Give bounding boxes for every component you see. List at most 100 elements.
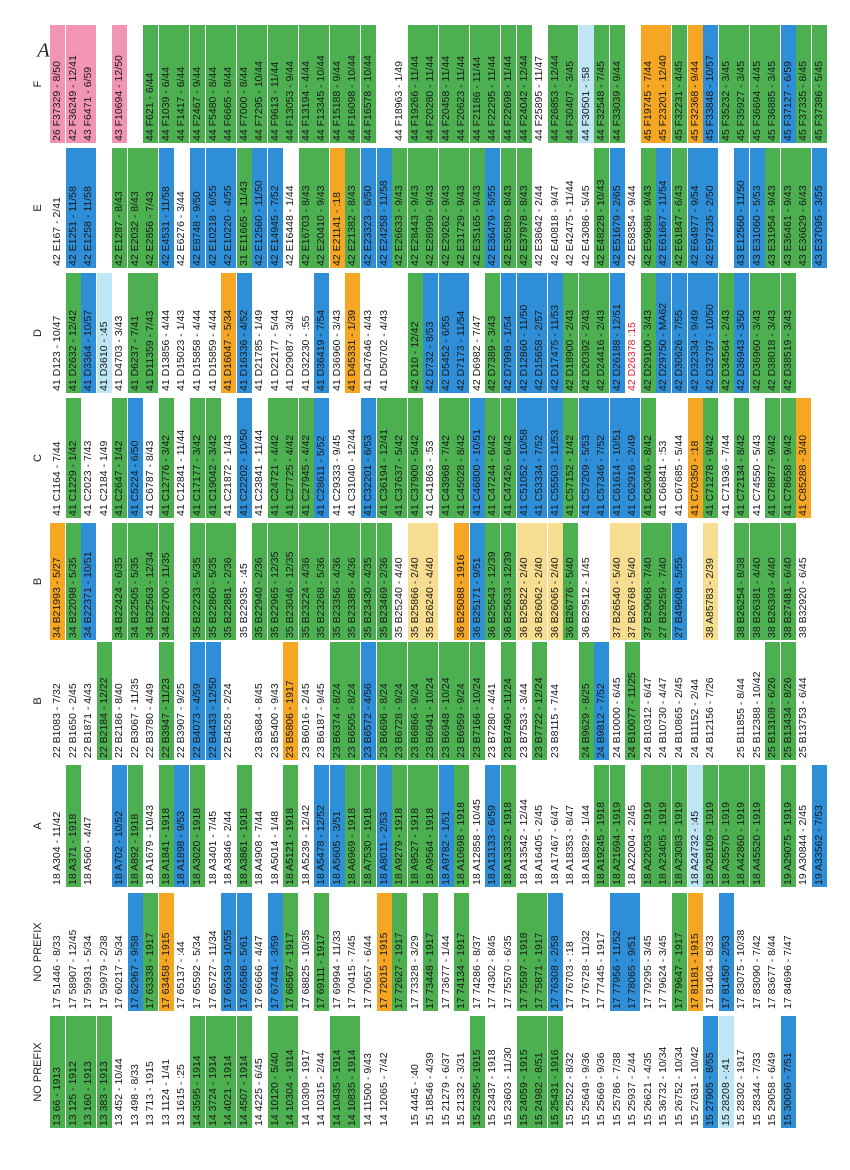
table-cell	[594, 523, 609, 640]
table-cell: 35 B22935 - :45	[237, 563, 250, 638]
table-cell: 41 D123 - 10/47	[51, 315, 63, 391]
table-cell: 42 D5452 - 6/55	[438, 273, 454, 393]
table-cell: 15 24059 - 1915	[516, 1016, 532, 1128]
table-cell: 18 A702 - 10/52	[112, 765, 128, 887]
table-cell: 42 D34564 - 2/43	[718, 273, 734, 393]
table-cell: 17 78065 - 9/51	[625, 893, 641, 1011]
table-column: NO PREFIX 17 51446 - 8/33 17 58907 - 12/45…	[0, 893, 850, 1011]
table-cell: 15 21279 - 6/37	[439, 1052, 452, 1126]
table-cell: 24 B10000 - 6/45	[610, 677, 623, 758]
table-cell: 44 F1039 - 6/44	[158, 25, 174, 143]
table-cell: 18 A45520 - 1919	[749, 765, 765, 887]
table-cell: 42 E36479 - 5/55	[485, 148, 501, 268]
table-cell: 18 A23083 - 1919	[672, 765, 687, 887]
table-cell: 17 66586 - 5/61	[236, 893, 252, 1011]
table-cell: 18 A9564 - 1918	[423, 765, 439, 887]
table-cell: 41 C63046 - 8/42	[640, 398, 656, 518]
table-cell: 41 D3610 - :45	[96, 273, 112, 393]
table-cell: 34 B22505 - 5/35	[127, 523, 143, 640]
table-cell: 17 74134 - 1917	[454, 893, 470, 1011]
table-column: F 26 F37329 - 8/50 42 F36249 - 12/41 43 F64…	[0, 25, 850, 143]
table-cell: 23 B7280 - 4/41	[486, 683, 499, 758]
table-cell: 36 B25171 - 9/51	[469, 523, 485, 640]
table-cell: 41 C57209 - 5/53	[578, 398, 594, 518]
table-cell: 42 E51679 - 2/65	[609, 148, 625, 268]
table-cell: 22 B1650 - 2/45	[66, 683, 79, 758]
table-cell: 41 C46800 - 10/51	[469, 398, 485, 518]
table-cell: 18 A1841 - 1918	[158, 765, 174, 887]
table-cell: 41 C5224 - 6/50	[127, 398, 143, 518]
table-cell: 42 E37978 - 8/43	[516, 148, 532, 268]
table-cell: 41 C70350 - :18	[687, 398, 703, 518]
table-cell: 17 59979 - 2/38	[97, 935, 110, 1009]
table-cell: 41 D50702 - 4/43	[377, 309, 390, 391]
table-cell: 15 25786 - 7/38	[610, 1052, 623, 1126]
table-cell: 41 C57152 - 1/42	[563, 398, 579, 518]
table-cell	[174, 523, 189, 640]
table-cell: 25 B12388 - 10/42	[750, 671, 763, 758]
table-cell: 24 B9812 - 7/52	[594, 642, 610, 760]
table-cell: 22 B3067 - 11/35	[128, 678, 141, 758]
table-cell: 41 C45028 - 8/42	[454, 398, 470, 518]
table-cell	[765, 765, 780, 887]
table-cell: 44 F6665 - 8/44	[221, 25, 237, 143]
table-cell: 18 A5014 - 1/48	[268, 810, 281, 885]
table-cell: 44 F19266 - 11/44	[407, 25, 423, 143]
table-cell: 18 A18829 - 1/44	[579, 805, 592, 885]
table-cell: 41 C36194 - 12/41	[376, 398, 392, 518]
table-cell: 22 B2184 - 12/22	[96, 642, 112, 760]
table-cell: 18 A892 - 1918	[127, 765, 143, 887]
table-cell: 41 C74550 - 5/43	[750, 434, 763, 516]
table-column: D 41 D123 - 10/47 41 D2632 - 12/42 41 D3364…	[0, 273, 850, 393]
table-cell: 41 D21785 - 1/49	[253, 309, 266, 391]
table-cell	[392, 273, 407, 393]
table-cell	[625, 25, 640, 143]
table-cell: 15 36732 - 10/34	[657, 1046, 670, 1126]
table-cell: 15 18546 - 4/39	[424, 1052, 437, 1126]
table-cell: 17 65592 - 5/34	[190, 935, 203, 1009]
table-cell: 35 B22965 - 12/35	[267, 523, 283, 640]
table-cell: 14 10120 - 5/40	[267, 1016, 283, 1128]
table-cell: 42 E42475 - 11/44	[564, 180, 577, 266]
table-cell: 41 C61614 - 10/51	[609, 398, 625, 518]
table-cell: 15 23295 - 1915	[469, 1016, 485, 1128]
table-cell: 43 E36461 - 9/43	[780, 148, 796, 268]
table-cell: 17 63338 - 1917	[143, 893, 159, 1011]
table-cell: 22 B4073 - 4/59	[189, 642, 205, 760]
table-cell: 13 1124 - 1/41	[159, 1059, 172, 1126]
table-cell: 41 D16047 - 5/34	[221, 273, 237, 393]
table-cell: 14 10304 - 1914	[283, 1016, 299, 1128]
table-cell: 44 F30407 - 3/45	[563, 25, 579, 143]
table-cell: 23 B6959 - 9/24	[454, 642, 470, 760]
table-cell: 44 F21186 - 11/44	[469, 25, 485, 143]
table-cell: 45 F36885 - 3/45	[765, 25, 781, 143]
table-cell: 41 D2632 - 12/42	[65, 273, 81, 393]
table-cell: 42 E20410 - 9/43	[314, 148, 330, 268]
table-cell: 23 B7166 - 10/24	[469, 642, 485, 760]
table-cell: 24 B10077 - 11/25	[625, 642, 641, 760]
table-cell: 41 C47244 - 6/42	[485, 398, 501, 518]
table-cell	[97, 523, 112, 640]
table-cell: 23 B6948 - 10/24	[438, 642, 454, 760]
table-cell: 38 B32920 - 6/45	[797, 557, 810, 638]
table-cell: 42 E4531 - 11/58	[158, 148, 174, 268]
table-cell: 24 B10312 - 6/47	[641, 677, 654, 758]
table-cell: 24 B12156 - 7/26	[704, 677, 717, 758]
table-cell: 42 D7389 - 3/43	[485, 273, 501, 393]
table-cell: 41 C37637 - 5/42	[392, 398, 408, 518]
table-cell: 17 67441 - 3/59	[267, 893, 283, 1011]
table-cell: 42 E61667 - 11/54	[656, 148, 672, 268]
table-cell: 23 B5806 - 1917	[283, 642, 299, 760]
table-cell: 44 F9613 - 11/44	[267, 25, 283, 143]
table-cell: 22 B4433 - 12/50	[205, 642, 221, 760]
table-cell: 14 4507 - 1914	[236, 1016, 252, 1128]
table-cell: 44 F13053 - 9/44	[283, 25, 299, 143]
table-cell: 36 B25822 - 2/40	[516, 523, 532, 640]
table-cell: 43 E36629 - 6/43	[796, 148, 812, 268]
table-cell: 42 E8748 - 9/50	[189, 148, 205, 268]
table-cell: 41 C72134 - 8/42	[734, 398, 750, 518]
table-cell: 14 3595 - 1914	[189, 1016, 205, 1128]
table-cell: 44 F30501 - :58	[578, 25, 594, 143]
table-cell: 14 11500 - 9/43	[362, 1053, 374, 1126]
table-cell: 17 66539 - 10/55	[221, 893, 237, 1011]
